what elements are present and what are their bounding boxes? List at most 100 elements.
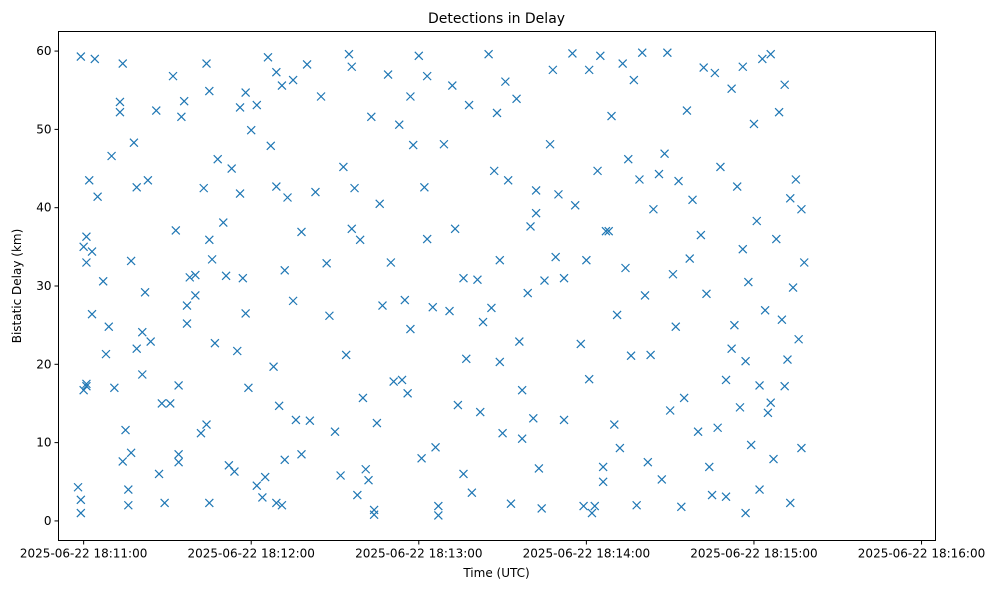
data-point [115, 107, 125, 117]
data-point [403, 388, 413, 398]
data-point [101, 349, 111, 359]
data-point [143, 175, 153, 185]
data-point [615, 443, 625, 453]
data-point [640, 290, 650, 300]
data-point [160, 498, 170, 508]
data-point [196, 428, 206, 438]
data-point [445, 306, 454, 316]
data-point [743, 277, 753, 287]
data-point [467, 488, 477, 498]
data-point [263, 52, 273, 62]
data-point [277, 81, 287, 90]
data-point [604, 226, 614, 236]
data-point [528, 413, 538, 423]
data-point [82, 258, 91, 267]
data-point [218, 218, 228, 227]
data-point [766, 398, 776, 408]
y-tick-label: 60 [36, 44, 51, 58]
data-point [202, 59, 211, 69]
data-point [252, 100, 262, 110]
data-point [266, 141, 276, 151]
data-point [151, 106, 161, 116]
data-point [87, 309, 97, 319]
data-point [126, 256, 136, 266]
data-point [182, 301, 192, 311]
data-point [495, 255, 505, 265]
data-point [478, 317, 488, 327]
data-point [777, 315, 787, 325]
data-point [364, 475, 373, 485]
data-point [271, 182, 281, 191]
data-point [676, 502, 686, 512]
data-point [104, 322, 114, 332]
data-point [629, 75, 639, 85]
data-point [93, 192, 103, 202]
data-point [288, 296, 298, 306]
data-point [735, 402, 745, 412]
data-point [182, 319, 192, 329]
data-point [746, 440, 756, 450]
data-point [352, 490, 362, 500]
data-point [288, 75, 298, 85]
data-point [241, 88, 251, 98]
data-point [590, 501, 600, 511]
data-point [179, 96, 189, 106]
data-point [531, 208, 541, 218]
data-point [204, 235, 214, 245]
data-point [495, 357, 505, 367]
data-point [791, 175, 801, 184]
data-point [534, 464, 544, 473]
data-point [274, 401, 284, 411]
data-point [710, 68, 720, 78]
data-point [780, 381, 790, 391]
x-tick-label: 2025-06-22 18:15:00 [690, 547, 817, 561]
data-point [785, 193, 795, 203]
data-point [662, 48, 672, 58]
data-point [87, 247, 97, 256]
data-point [291, 415, 301, 425]
data-point [174, 449, 184, 459]
data-point [369, 510, 379, 520]
data-point [366, 112, 376, 122]
data-point [123, 485, 133, 495]
data-point [512, 94, 521, 104]
data-point [243, 383, 253, 393]
data-point [123, 500, 133, 510]
data-point [517, 385, 527, 395]
data-point [548, 65, 558, 75]
data-point [230, 467, 239, 477]
data-point [771, 234, 781, 244]
data-point [498, 428, 508, 438]
data-point [559, 273, 569, 283]
data-point [587, 508, 597, 518]
data-point [766, 49, 776, 59]
marker-layer [73, 48, 809, 520]
data-point [98, 276, 108, 286]
data-point [405, 92, 415, 101]
data-point [459, 469, 468, 479]
data-point [475, 407, 485, 417]
data-point [609, 420, 619, 430]
data-point [121, 425, 130, 435]
data-point [593, 166, 602, 176]
data-point [157, 399, 167, 408]
data-point [185, 272, 195, 282]
y-axis: 0 10 20 30 40 50 60 [36, 44, 59, 528]
data-point [232, 346, 242, 356]
data-point [464, 100, 474, 110]
data-point [428, 302, 438, 312]
data-point [551, 252, 561, 262]
data-point [361, 464, 371, 474]
data-point [118, 456, 128, 466]
data-point [405, 324, 415, 334]
data-point [213, 154, 223, 164]
data-point [484, 49, 494, 59]
data-point [699, 63, 709, 72]
data-point [82, 232, 91, 242]
data-point [280, 455, 290, 465]
data-point [450, 224, 460, 234]
data-point [648, 204, 658, 214]
data-point [271, 498, 281, 508]
data-point [190, 290, 200, 300]
